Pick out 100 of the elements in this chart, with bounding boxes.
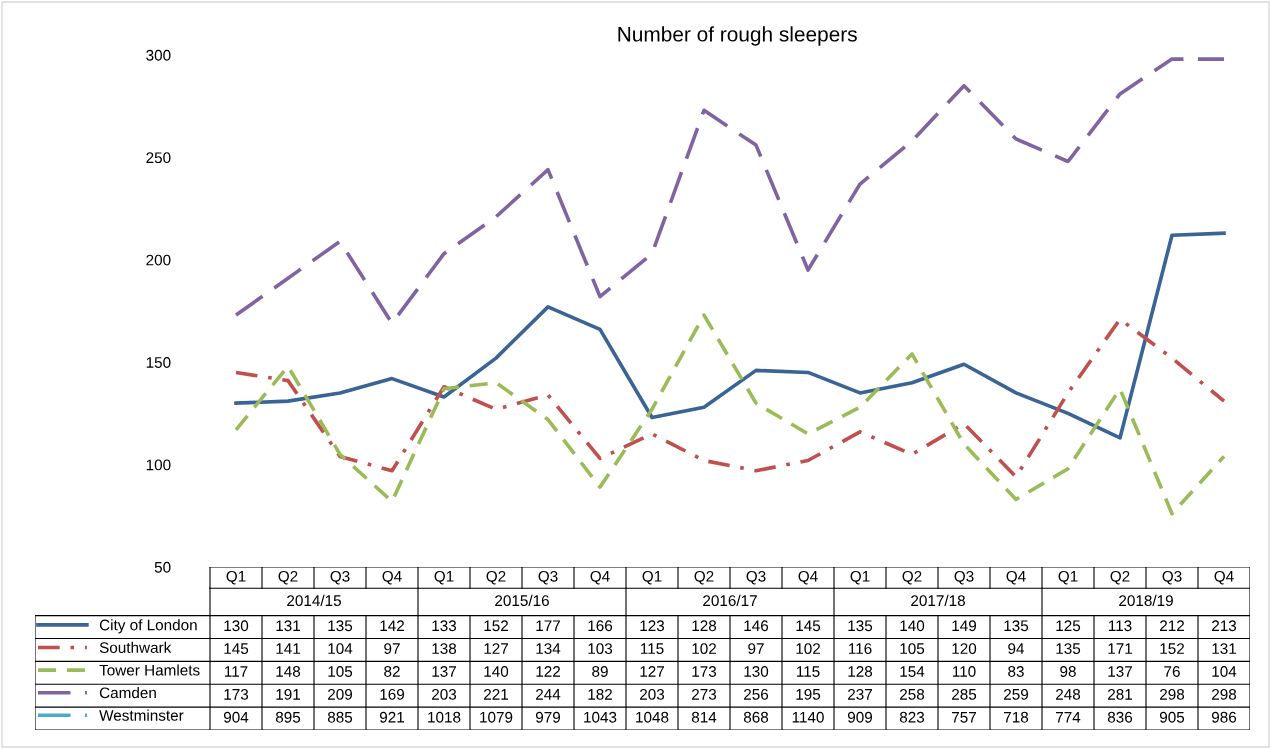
x-tick-label: Q4 (1006, 570, 1026, 585)
x-tick-label: Q1 (434, 570, 454, 585)
text: 718 (1004, 711, 1029, 723)
data-label: 127 (484, 643, 508, 654)
data-label: 209 (328, 688, 353, 700)
x-tick-label: Q1 (850, 570, 870, 585)
data-label: 182 (588, 688, 612, 700)
data-label: 285 (952, 688, 977, 700)
data-label: 105 (328, 666, 353, 677)
data-label: 146 (744, 620, 769, 632)
data-label: 195 (796, 688, 821, 700)
x-tick-label: Q2 (278, 570, 298, 585)
x-tick-label: Q3 (330, 570, 350, 585)
data-label: 177 (536, 620, 560, 631)
text: 2016/17 (703, 594, 757, 607)
data-label: 298 (1160, 688, 1185, 700)
data-label: 203 (432, 688, 457, 700)
x-tick-label: Q1 (1058, 570, 1078, 585)
x-tick-label: Q4 (1214, 570, 1234, 585)
text: 909 (847, 711, 873, 723)
data-label: 149 (952, 620, 977, 632)
x-tick-label: Q3 (954, 570, 974, 585)
data-label: 127 (640, 666, 664, 677)
legend-label: Camden (99, 686, 156, 699)
data-label: 140 (484, 666, 509, 677)
data-label: 98 (1060, 666, 1076, 677)
data-label: 141 (276, 643, 300, 654)
x-tick-label: Q2 (486, 570, 506, 585)
data-label: 128 (848, 666, 873, 677)
data-label: 104 (1212, 666, 1237, 677)
data-label: 122 (536, 666, 560, 677)
data-label: 298 (1212, 688, 1237, 700)
data-label: 104 (328, 643, 353, 655)
text: 921 (379, 711, 404, 723)
data-label: 152 (484, 620, 508, 632)
text: 2014/15 (287, 594, 341, 607)
data-label: 203 (640, 688, 665, 700)
data-label: 244 (536, 688, 561, 700)
data-label: 154 (900, 666, 925, 677)
data-label: 102 (796, 643, 820, 655)
data-label: 173 (692, 666, 717, 677)
data-label: 128 (692, 620, 717, 632)
data-label: 248 (1056, 688, 1081, 700)
data-label: 166 (588, 620, 613, 632)
data-label: 105 (900, 643, 925, 655)
data-label: 237 (848, 688, 872, 700)
data-label: 259 (1004, 688, 1029, 700)
data-label: 135 (328, 620, 353, 632)
data-label: 171 (1108, 643, 1132, 654)
x-tick-label: Q2 (1110, 570, 1130, 585)
data-label: 173 (224, 688, 249, 700)
data-label: 115 (796, 666, 820, 677)
chart-title: Number of rough sleepers (618, 26, 857, 46)
legend-label: Tower Hamlets (99, 664, 200, 676)
x-tick-label: Q3 (746, 570, 766, 585)
text: 2018/19 (1119, 594, 1173, 607)
y-tick-label: 250 (146, 152, 171, 164)
data-label: 138 (432, 643, 457, 655)
text: 2017/18 (911, 594, 965, 607)
x-tick-label: Q4 (382, 570, 402, 585)
data-label: 120 (952, 643, 977, 655)
data-label: 273 (692, 688, 717, 700)
y-tick-label: 100 (146, 459, 171, 471)
data-label: 135 (1004, 620, 1029, 632)
data-label: 113 (1108, 620, 1132, 632)
x-tick-label: Q3 (538, 570, 558, 585)
data-label: 110 (952, 666, 976, 677)
data-label: 221 (484, 688, 508, 700)
data-label: 135 (848, 620, 873, 632)
data-label: 134 (536, 643, 561, 655)
data-label: 281 (1108, 688, 1132, 700)
text: 757 (952, 712, 976, 723)
data-label: 131 (1212, 643, 1236, 655)
data-label: 148 (276, 666, 301, 677)
text: 836 (1107, 711, 1133, 723)
data-label: 117 (224, 666, 248, 677)
text: 774 (1056, 712, 1081, 723)
data-label: 89 (592, 666, 608, 677)
y-tick-label: 50 (154, 561, 171, 573)
data-label: 133 (432, 620, 457, 632)
x-tick-label: Q2 (694, 570, 714, 585)
text: 986 (1211, 711, 1237, 723)
x-tick-label: Q4 (798, 570, 818, 585)
data-label: 125 (1056, 620, 1081, 632)
data-label: 140 (900, 620, 925, 632)
data-label: 169 (380, 688, 405, 700)
data-label: 145 (224, 643, 249, 655)
data-label: 152 (1160, 643, 1184, 655)
data-label: 142 (380, 620, 404, 631)
y-tick-label: 300 (146, 49, 171, 61)
text: 1043 (584, 711, 617, 723)
text: 1079 (480, 711, 513, 723)
data-label: 102 (692, 643, 716, 655)
data-label: 123 (640, 620, 665, 632)
data-label: 116 (848, 643, 872, 655)
y-tick-label: 200 (146, 254, 171, 266)
line-series (234, 313, 1226, 516)
text: 1048 (636, 711, 669, 723)
data-label: 97 (748, 643, 764, 655)
data-label: 213 (1212, 620, 1237, 632)
